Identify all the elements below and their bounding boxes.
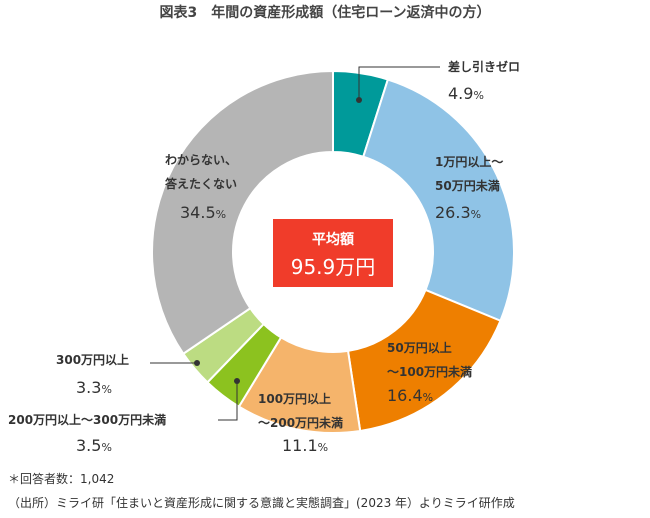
value-label: 4.9% bbox=[448, 84, 484, 103]
value-label: 3.3% bbox=[76, 378, 112, 397]
slice-label: 300万円以上 bbox=[56, 353, 130, 367]
donut-slice bbox=[362, 78, 515, 323]
chart-title: 図表3 年間の資産形成額（住宅ローン返済中の方） bbox=[159, 5, 491, 21]
value-label: 3.5% bbox=[76, 436, 112, 455]
leader-dot bbox=[356, 97, 362, 103]
center-box: 平均額 95.9万円 bbox=[273, 219, 393, 287]
leader-dot bbox=[234, 378, 240, 384]
slice-label: 1万円以上～ 50万円未満 bbox=[435, 155, 504, 193]
leader-line bbox=[218, 381, 238, 421]
leader-dot bbox=[194, 360, 200, 366]
center-value: 95.9万円 bbox=[290, 255, 376, 279]
slice-label: 差し引きゼロ bbox=[448, 60, 521, 74]
center-title: 平均額 bbox=[312, 232, 354, 248]
donut-slice bbox=[151, 69, 334, 356]
leader-line bbox=[358, 66, 440, 100]
slice-label: 200万円以上～300万円未満 bbox=[8, 413, 167, 427]
value-label: 34.5% bbox=[180, 203, 227, 222]
slice-label: わからない、 答えたくない bbox=[165, 153, 238, 191]
value-label: 16.4% bbox=[387, 386, 434, 405]
note: ＊回答者数：1,042 bbox=[8, 472, 115, 486]
value-label: 11.1% bbox=[282, 436, 329, 455]
slice-label: 100万円以上 ～200万円未満 bbox=[258, 392, 344, 430]
slice-label: 50万円以上 ～100万円未満 bbox=[387, 341, 473, 379]
value-label: 26.3% bbox=[435, 203, 482, 222]
note: （出所）ミライ研「住まいと資産形成に関する意識と実態調査」(2023 年）よりミ… bbox=[8, 496, 515, 510]
